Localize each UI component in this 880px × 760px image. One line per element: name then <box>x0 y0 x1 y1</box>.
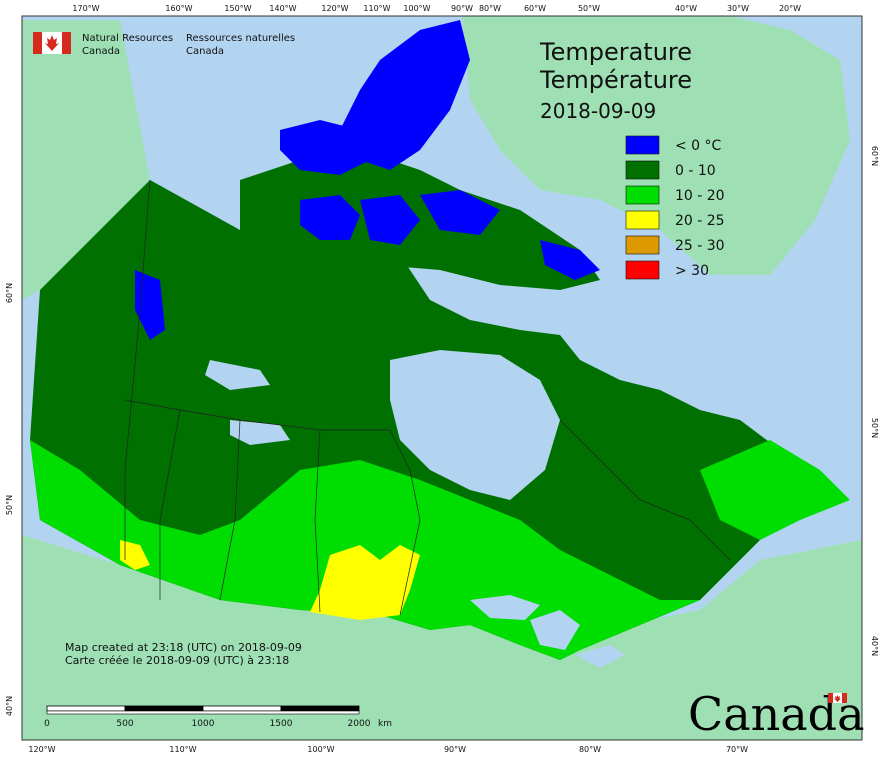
graticule-top-label: 80°W <box>479 4 501 13</box>
legend-swatch <box>625 135 660 155</box>
graticule-bottom-label: 120°W <box>28 745 55 754</box>
graticule-bottom-label: 90°W <box>444 745 466 754</box>
graticule-top-label: 160°W <box>165 4 192 13</box>
graticule-top-label: 170°W <box>72 4 99 13</box>
legend-label: 25 - 30 <box>675 238 725 254</box>
credit-fr: Carte créée le 2018-09-09 (UTC) à 23:18 <box>65 654 289 667</box>
legend-swatch <box>625 160 660 180</box>
graticule-bottom-labels: 120°W 110°W 100°W 90°W 80°W 70°W <box>28 745 748 754</box>
map-title: Temperature Température 2018-09-09 <box>539 38 692 123</box>
graticule-left-label: 60°N <box>5 283 14 303</box>
great-bear-lake <box>205 360 270 390</box>
agency-block: Natural Resources Canada Ressources natu… <box>33 32 295 57</box>
legend-swatch <box>625 235 660 255</box>
provincial-borders <box>124 179 731 616</box>
wordmark-flag-icon <box>828 693 847 703</box>
graticule-bottom-label: 110°W <box>169 745 196 754</box>
scale-unit: km <box>378 719 392 729</box>
graticule-top-label: 20°W <box>779 4 801 13</box>
prairie-hot-zone <box>310 545 420 620</box>
graticule-top-label: 100°W <box>403 4 430 13</box>
map-neatline <box>21 15 863 741</box>
graticule-left-label: 50°N <box>5 495 14 515</box>
title-fr: Température <box>539 66 692 94</box>
scale-tick-0: 0 <box>44 719 50 729</box>
lake-huron <box>530 610 580 650</box>
hudson-bay <box>390 350 560 500</box>
graticule-top-label: 140°W <box>269 4 296 13</box>
agency-name-en-line2: Canada <box>82 46 120 57</box>
credit-en: Map created at 23:18 (UTC) on 2018-09-09 <box>65 641 302 654</box>
lake-erie <box>575 645 625 668</box>
yukon-cold-patch <box>135 270 165 340</box>
maritimes-warm-zone <box>700 440 850 540</box>
graticule-bottom-label: 100°W <box>307 745 334 754</box>
arctic-cold-patch-3 <box>360 195 420 245</box>
bc-hot-zone <box>120 540 150 570</box>
scale-tick-4: 2000 <box>348 719 371 729</box>
agency-name-fr-line1: Ressources naturelles <box>186 33 295 44</box>
legend-label: 20 - 25 <box>675 213 725 229</box>
title-date: 2018-09-09 <box>540 99 656 123</box>
graticule-right-label: 40°N <box>870 636 879 656</box>
arctic-cold-patch-4 <box>420 190 500 235</box>
graticule-right-label: 60°N <box>870 146 879 166</box>
graticule-top-label: 110°W <box>363 4 390 13</box>
scale-tick-3: 1500 <box>270 719 293 729</box>
graticule-bottom-label: 70°W <box>726 745 748 754</box>
graticule-top-label: 120°W <box>321 4 348 13</box>
graticule-left-label: 40°N <box>5 696 14 716</box>
arctic-cold-patch-2 <box>300 195 360 240</box>
graticule-left-labels: 60°N 50°N 40°N <box>5 283 14 716</box>
legend-label: < 0 °C <box>675 138 722 154</box>
graticule-top-label: 60°W <box>524 4 546 13</box>
graticule-top-label: 150°W <box>224 4 251 13</box>
scale-tick-1: 500 <box>116 719 133 729</box>
title-en: Temperature <box>539 38 692 66</box>
agency-name-en-line1: Natural Resources <box>82 33 173 44</box>
scale-tick-2: 1000 <box>192 719 215 729</box>
legend-label: > 30 <box>675 263 709 279</box>
arctic-cold-patch-1 <box>280 120 370 175</box>
usa-land <box>22 535 862 740</box>
scale-bar: 0 500 1000 1500 2000 km <box>44 705 392 729</box>
agency-name-fr-line2: Canada <box>186 46 224 57</box>
graticule-right-labels: 60°N 50°N 40°N <box>870 146 879 656</box>
canada-flag-icon <box>33 32 71 54</box>
graticule-right-label: 50°N <box>870 418 879 438</box>
graticule-top-labels: 170°W 160°W 150°W 140°W 120°W 110°W 100°W 90°W 8… <box>72 4 801 13</box>
temperature-legend: < 0 °C 0 - 10 10 - 20 20 - 25 25 - 30 > 30 <box>625 135 725 280</box>
canada-wordmark: Canada <box>688 687 865 741</box>
ellesmere-island-cold <box>340 20 470 170</box>
legend-swatch <box>625 185 660 205</box>
graticule-top-label: 40°W <box>675 4 697 13</box>
legend-swatch <box>625 210 660 230</box>
graticule-bottom-label: 80°W <box>579 745 601 754</box>
legend-label: 10 - 20 <box>675 188 725 204</box>
graticule-top-label: 30°W <box>727 4 749 13</box>
great-slave-lake <box>230 420 290 445</box>
legend-label: 0 - 10 <box>675 163 716 179</box>
legend-swatch <box>625 260 660 280</box>
graticule-top-label: 90°W <box>451 4 473 13</box>
lake-superior <box>470 595 540 620</box>
graticule-top-label: 50°W <box>578 4 600 13</box>
baffin-cold-patch <box>540 240 600 280</box>
alaska-land <box>22 20 150 300</box>
